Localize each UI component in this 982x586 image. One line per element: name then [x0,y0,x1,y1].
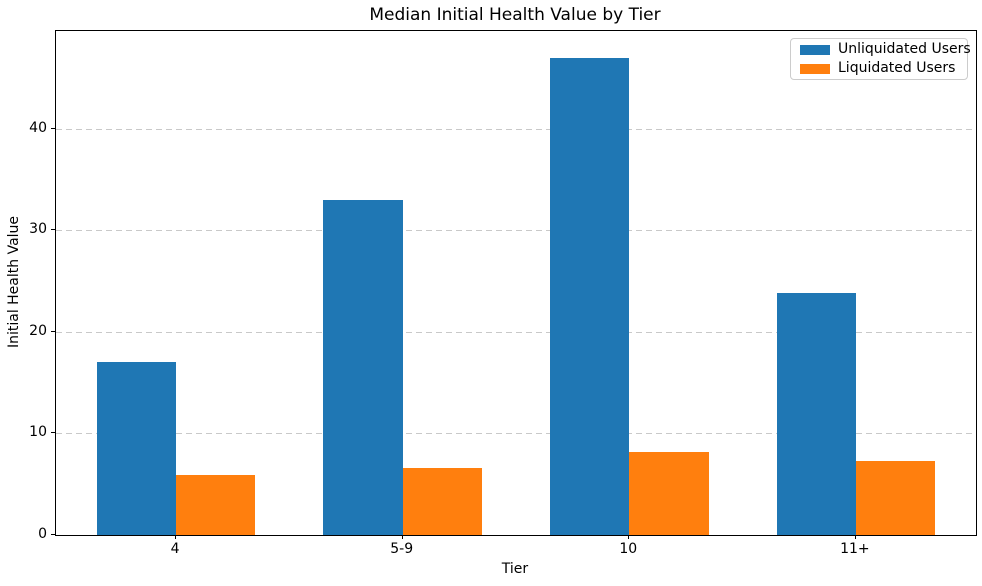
chart-title: Median Initial Health Value by Tier [369,5,661,25]
bar-unliquidated-users-10 [549,57,630,535]
legend-item-liquidated-users: Liquidated Users [800,61,967,76]
gridline-y-10 [56,433,976,435]
bar-liquidated-users-10 [629,451,709,535]
y-tick-mark-10 [51,432,55,434]
legend: Unliquidated Users Liquidated Users [790,38,971,80]
gridline-y-20 [56,331,976,333]
legend-item-unliquidated-users: Unliquidated Users [800,42,971,57]
bar-unliquidated-users-11+ [776,293,856,535]
x-tick-mark-4 [175,535,177,539]
bar-liquidated-users-11+ [855,460,936,535]
x-tick-label-10: 10 [619,541,638,557]
y-tick-mark-20 [51,330,55,332]
y-tick-mark-30 [51,229,55,231]
x-tick-label-4: 4 [170,541,180,557]
x-tick-mark-5-9 [401,535,403,539]
y-tick-label-30: 30 [29,221,47,238]
bar-liquidated-users-4 [176,475,256,535]
legend-label: Liquidated Users [838,60,956,76]
plot-area [55,30,977,536]
y-tick-label-10: 10 [29,424,47,441]
legend-swatch-icon [800,63,830,74]
legend-label: Unliquidated Users [838,41,971,57]
gridline-y-30 [56,230,976,232]
y-tick-mark-40 [51,127,55,129]
y-tick-mark-0 [51,534,55,535]
legend-swatch-icon [800,44,830,55]
y-tick-label-20: 20 [29,322,47,339]
x-axis-label: Tier [501,561,529,577]
y-tick-label-40: 40 [29,119,47,136]
bar-unliquidated-users-4 [96,362,177,535]
gridline-y-40 [56,128,976,130]
bar-liquidated-users-5-9 [402,468,482,535]
x-tick-label-11+: 11+ [840,541,870,557]
bar-unliquidated-users-5-9 [323,200,403,535]
x-tick-mark-10 [628,535,630,539]
x-tick-mark-11+ [854,535,856,539]
x-tick-label-5-9: 5-9 [390,541,414,557]
y-tick-label-0: 0 [38,526,47,542]
